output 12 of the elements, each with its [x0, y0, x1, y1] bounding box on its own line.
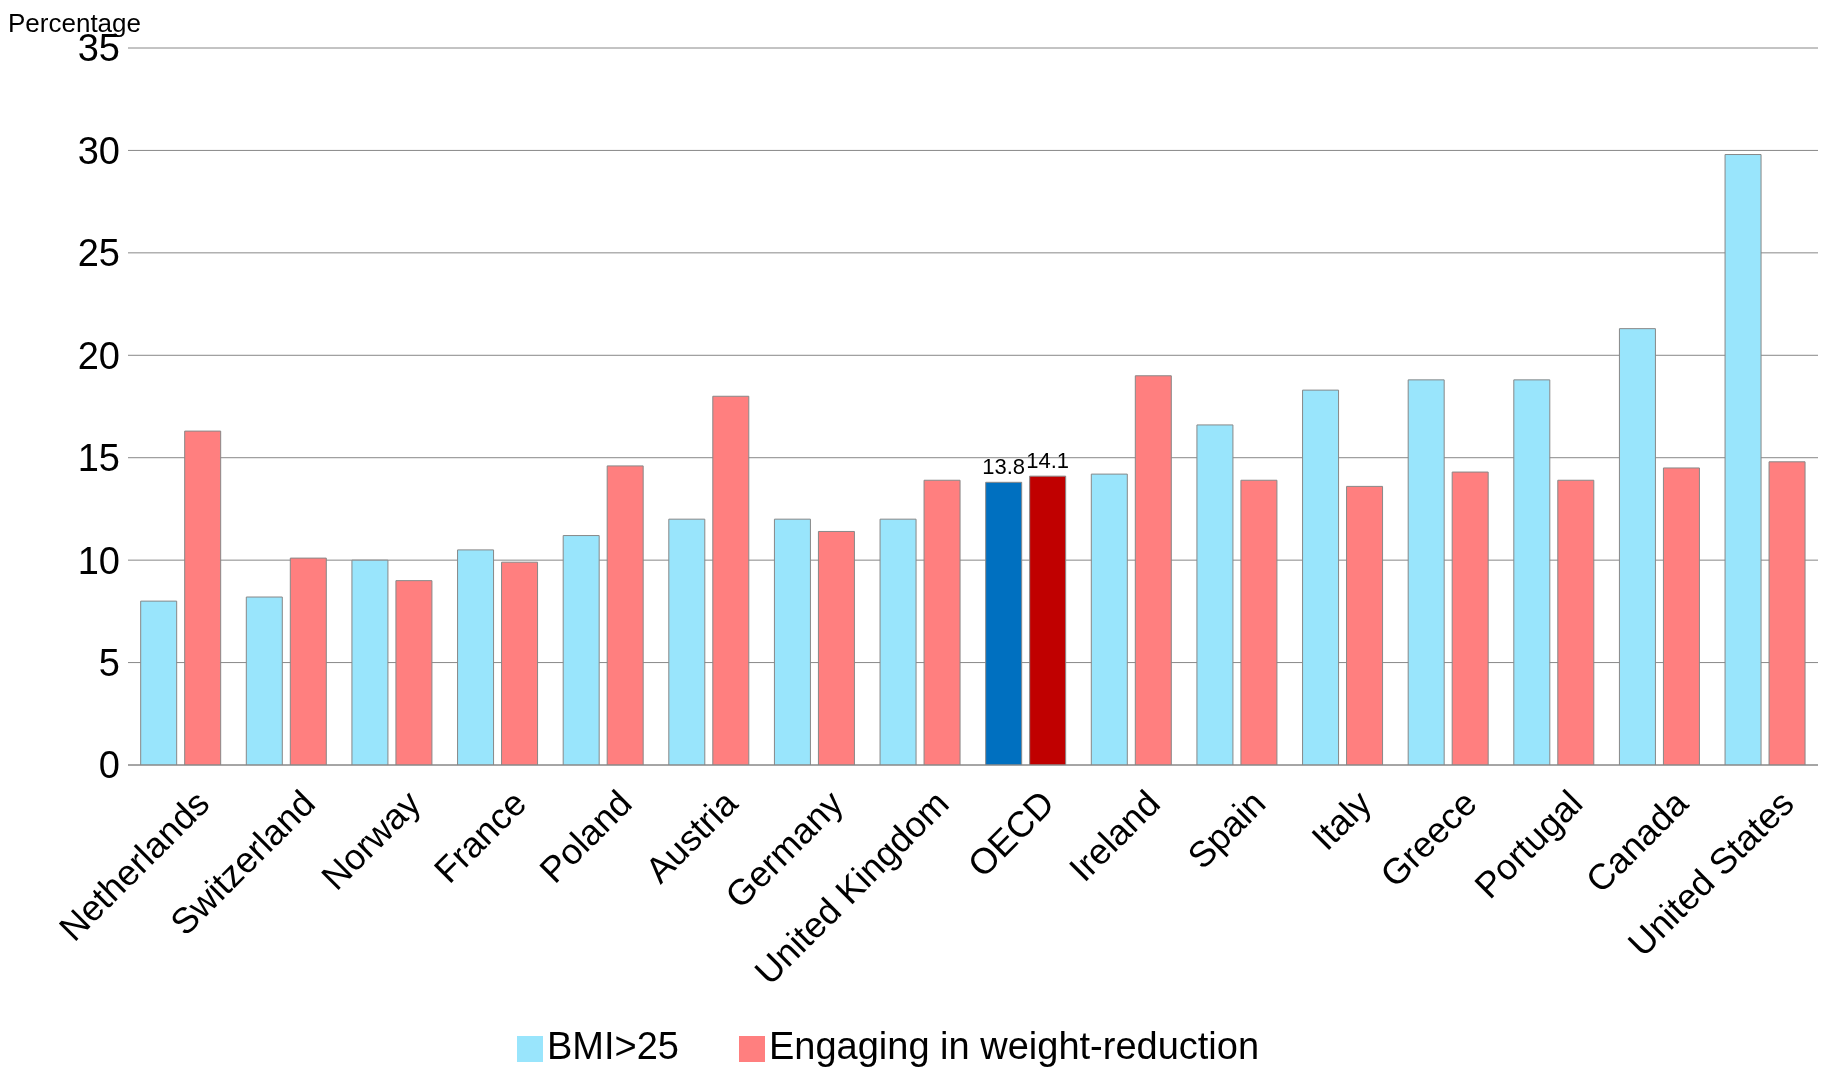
- y-tick-label: 30: [77, 129, 120, 172]
- y-tick-label: 20: [77, 334, 120, 377]
- legend-label: Engaging in weight-reduction: [768, 1025, 1260, 1067]
- y-tick-label: 5: [98, 642, 120, 685]
- x-tick-label: Italy: [1303, 782, 1380, 859]
- legend-label: BMI>25: [546, 1025, 679, 1067]
- y-tick-label: 25: [77, 232, 120, 275]
- y-tick-label: 10: [77, 539, 120, 582]
- y-tick-label: 0: [98, 744, 120, 787]
- y-tick-label: 15: [77, 437, 120, 480]
- data-label: 14.1: [1026, 448, 1070, 474]
- data-label: 13.8: [982, 454, 1026, 480]
